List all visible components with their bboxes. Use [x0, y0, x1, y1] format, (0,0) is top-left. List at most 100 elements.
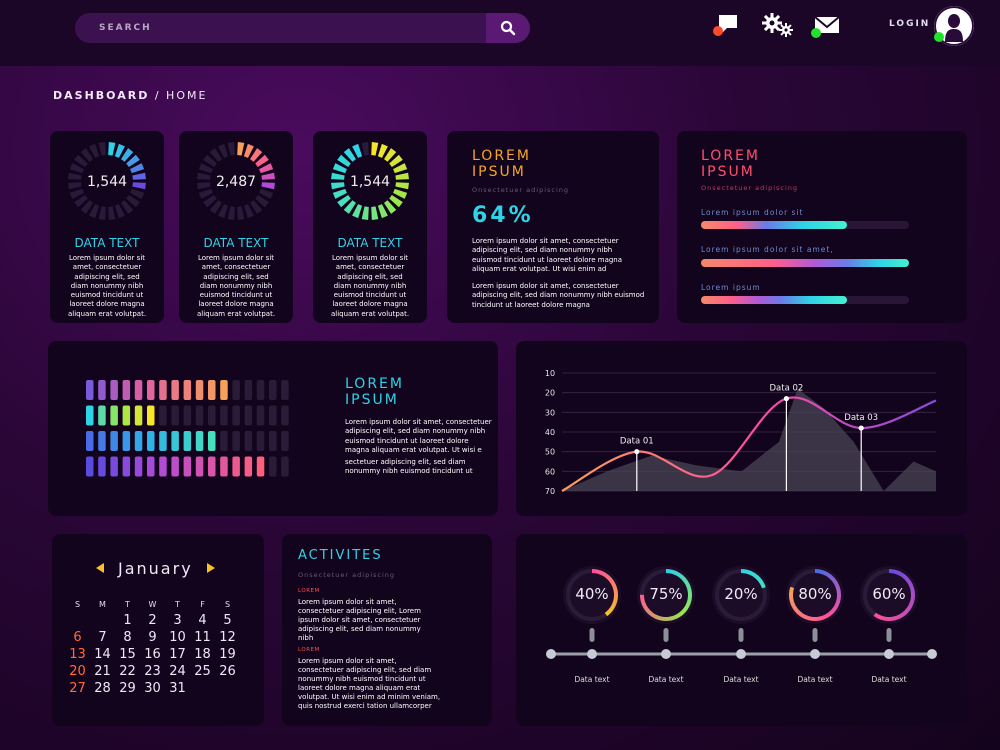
calendar-day[interactable]: 9: [148, 630, 157, 645]
calendar-day[interactable]: 24: [169, 664, 186, 679]
calendar-day[interactable]: 19: [219, 647, 236, 662]
ring-progress-arc: [832, 604, 839, 611]
calendar-day[interactable]: 22: [119, 664, 136, 679]
ring-segment: [371, 142, 379, 156]
equalizer-segment: [147, 380, 155, 400]
calendar-day[interactable]: 7: [98, 630, 107, 645]
ring-progress-arc: [644, 607, 651, 614]
calendar-day[interactable]: 17: [169, 647, 186, 662]
equalizer-segment: [269, 405, 277, 426]
calendar-day[interactable]: 28: [94, 681, 111, 696]
ring-segment: [98, 142, 106, 156]
arrow-left-icon[interactable]: [96, 563, 106, 573]
calendar-day[interactable]: 27: [69, 681, 86, 696]
timeline-percent: 40%: [575, 585, 609, 603]
ring-segment: [371, 206, 379, 220]
calendar-day[interactable]: 23: [144, 664, 161, 679]
ring-card-label: DATA TEXT: [74, 236, 140, 250]
calendar-day[interactable]: 12: [219, 630, 236, 645]
ring-segment: [237, 142, 245, 156]
calendar-day[interactable]: 18: [194, 647, 211, 662]
calendar-day[interactable]: 10: [169, 630, 186, 645]
data-point[interactable]: [858, 425, 864, 431]
calendar-day[interactable]: 13: [69, 647, 86, 662]
calendar-day[interactable]: 15: [119, 647, 136, 662]
ring-progress-arc: [683, 604, 690, 611]
ring-segment: [361, 142, 369, 156]
ring-segment: [80, 148, 93, 162]
chat-button[interactable]: [713, 12, 740, 40]
ring-segment: [89, 143, 100, 158]
search-input[interactable]: [75, 13, 485, 43]
calendar-day[interactable]: 8: [123, 630, 132, 645]
calendar-day[interactable]: 26: [219, 664, 236, 679]
ring-segment: [126, 195, 140, 208]
ring-progress-arc: [873, 612, 880, 619]
calendar-day[interactable]: 29: [119, 681, 136, 696]
ring-progress-arc: [830, 607, 837, 614]
ring-segment: [227, 206, 235, 220]
calendar-day[interactable]: 14: [94, 647, 111, 662]
ring-segment: [250, 200, 263, 214]
calendar-day[interactable]: 20: [69, 664, 86, 679]
timeline-node[interactable]: [736, 649, 746, 659]
ring-progress-arc: [604, 573, 611, 580]
weekday-label: M: [99, 600, 106, 609]
top-bar: LOGIN: [0, 0, 1000, 66]
breadcrumb: DASHBOARD / HOME: [53, 89, 207, 102]
ring-segment: [114, 204, 125, 219]
calendar-day[interactable]: 11: [194, 630, 211, 645]
ring-segment: [352, 204, 363, 219]
timeline-node[interactable]: [587, 649, 597, 659]
calendar-day[interactable]: 6: [73, 630, 82, 645]
data-point[interactable]: [783, 395, 789, 402]
ring-segment: [80, 200, 93, 214]
login-link[interactable]: LOGIN: [889, 19, 931, 29]
calendar-day[interactable]: 5: [223, 613, 232, 628]
timeline-node[interactable]: [810, 649, 820, 659]
equalizer-segment: [159, 456, 167, 477]
ring-progress-arc: [678, 573, 685, 580]
calendar-day[interactable]: 25: [194, 664, 211, 679]
stat-card-title: LOREM IPSUM: [472, 148, 531, 180]
breadcrumb-separator: /: [154, 89, 161, 102]
data-point[interactable]: [634, 449, 640, 455]
calendar-day[interactable]: 30: [144, 681, 161, 696]
ring-progress-arc: [803, 614, 809, 620]
ring-segment: [377, 204, 388, 219]
calendar-day[interactable]: 2: [148, 613, 157, 628]
calendar-day[interactable]: 16: [144, 647, 161, 662]
search-button[interactable]: [486, 13, 530, 43]
timeline-percent: 80%: [798, 585, 832, 603]
progress-bar-fill: [701, 221, 847, 229]
breadcrumb-root[interactable]: DASHBOARD: [53, 89, 150, 102]
equalizer-segment: [256, 456, 265, 477]
equalizer-segment: [281, 431, 289, 451]
ring-segment: [389, 195, 403, 208]
timeline-node: [546, 649, 556, 659]
timeline-node[interactable]: [661, 649, 671, 659]
timeline-node[interactable]: [884, 649, 894, 659]
progress-bar-fill: [701, 259, 909, 267]
calendar-day[interactable]: 31: [169, 681, 186, 696]
calendar-day[interactable]: 21: [94, 664, 111, 679]
weekday-label: T: [125, 600, 130, 609]
mail-button[interactable]: [811, 15, 840, 39]
annotation-label: Data 01: [620, 437, 654, 447]
ring-segment: [121, 200, 134, 214]
stat-card-body-2: Lorem ipsum dolor sit amet, consectetuer…: [472, 282, 645, 309]
ring-segment: [108, 142, 116, 156]
calendar-day[interactable]: 1: [123, 613, 132, 628]
arrow-right-icon[interactable]: [205, 563, 215, 573]
ring-progress-arc: [827, 573, 834, 580]
ring-card-3: 1,544 DATA TEXT Lorem ipsum dolor sit ame…: [313, 131, 427, 323]
timeline-node: [927, 649, 937, 659]
equalizer-segment: [110, 405, 118, 426]
calendar-day[interactable]: 3: [173, 613, 182, 628]
settings-button[interactable]: [761, 12, 795, 42]
ring-progress-arc: [892, 569, 898, 575]
ring-progress-arc: [832, 579, 839, 586]
calendar-day[interactable]: 4: [198, 613, 207, 628]
equalizer-segment: [122, 380, 131, 400]
y-tick-label: 30: [545, 408, 555, 417]
